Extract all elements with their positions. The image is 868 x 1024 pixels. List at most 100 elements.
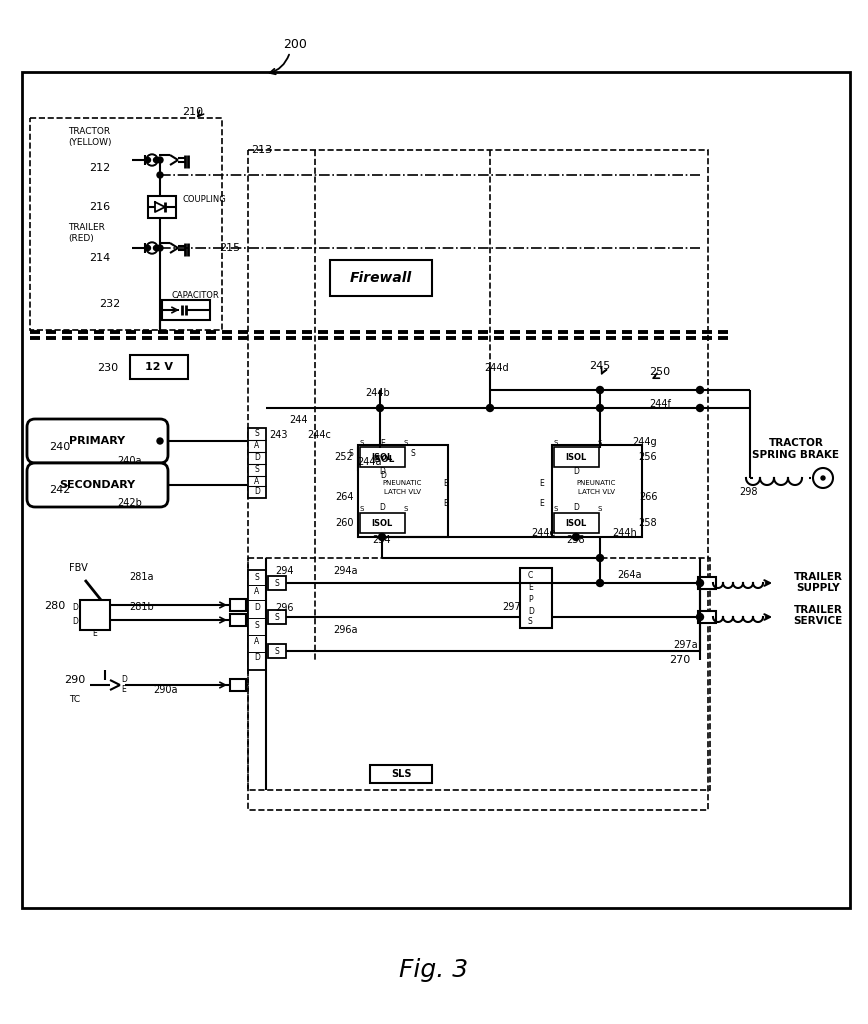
Text: 240: 240 [49, 442, 70, 452]
Text: S: S [554, 440, 558, 446]
Text: LATCH VLV: LATCH VLV [384, 489, 420, 495]
Text: 244b: 244b [365, 388, 391, 398]
Bar [248, 150, 708, 810]
Bar [162, 300, 210, 319]
Circle shape [573, 534, 580, 541]
Circle shape [148, 156, 156, 164]
Text: 244e: 244e [530, 528, 556, 538]
Text: (RED): (RED) [68, 233, 94, 243]
Text: LATCH VLV: LATCH VLV [577, 489, 615, 495]
Bar [248, 558, 710, 790]
Bar [554, 447, 599, 467]
Text: 244: 244 [289, 415, 307, 425]
Bar [248, 428, 266, 498]
Text: S: S [598, 440, 602, 446]
Text: ISOL: ISOL [372, 453, 392, 462]
Circle shape [696, 386, 703, 393]
Text: E: E [381, 438, 385, 447]
Text: D: D [254, 653, 260, 663]
Text: D: D [254, 487, 260, 497]
Text: D: D [121, 676, 127, 684]
Text: S: S [274, 579, 279, 588]
Text: 232: 232 [99, 299, 121, 309]
Text: S: S [254, 466, 260, 474]
Text: S: S [360, 506, 365, 512]
Circle shape [154, 158, 159, 163]
Text: 290a: 290a [153, 685, 177, 695]
Text: D: D [573, 504, 579, 512]
Text: 200: 200 [283, 39, 307, 51]
Text: ISOL: ISOL [565, 518, 587, 527]
Text: 254: 254 [372, 535, 391, 545]
Bar [370, 765, 432, 783]
Text: 281a: 281a [129, 572, 155, 582]
Text: 250: 250 [649, 367, 671, 377]
Text: 294: 294 [275, 566, 293, 575]
Text: S: S [254, 429, 260, 438]
Circle shape [146, 158, 150, 163]
Text: 240a: 240a [118, 456, 142, 466]
Text: 215: 215 [220, 243, 240, 253]
Text: 214: 214 [89, 253, 110, 263]
Text: S: S [254, 572, 260, 582]
Text: TRAILER: TRAILER [793, 572, 843, 582]
Bar [520, 568, 552, 628]
Text: 294a: 294a [332, 566, 358, 575]
Text: 216: 216 [89, 202, 110, 212]
Text: D: D [528, 606, 534, 615]
Text: 296: 296 [275, 603, 293, 613]
Circle shape [146, 242, 158, 254]
Text: S: S [598, 506, 602, 512]
Text: E: E [528, 583, 533, 592]
Bar [358, 449, 408, 470]
Text: 230: 230 [97, 362, 119, 373]
Text: E: E [444, 478, 449, 487]
Circle shape [486, 404, 494, 412]
Circle shape [596, 386, 603, 393]
Text: COUPLING: COUPLING [182, 196, 226, 205]
FancyBboxPatch shape [27, 463, 168, 507]
Text: FBV: FBV [69, 563, 88, 573]
Text: P: P [528, 595, 533, 603]
Text: 256: 256 [639, 452, 657, 462]
Bar [698, 577, 716, 589]
Bar [360, 513, 405, 534]
Text: A: A [254, 637, 260, 645]
Text: A: A [254, 476, 260, 485]
Text: 244f: 244f [649, 399, 671, 409]
Text: D: D [379, 504, 385, 512]
Text: ISOL: ISOL [565, 453, 587, 462]
Text: SERVICE: SERVICE [793, 616, 843, 626]
Text: 245: 245 [589, 361, 610, 371]
Bar [230, 679, 246, 691]
Text: 210: 210 [182, 106, 204, 117]
Text: E: E [540, 499, 544, 508]
Text: SPRING BRAKE: SPRING BRAKE [753, 450, 839, 460]
Text: ISOL: ISOL [372, 518, 392, 527]
Text: S: S [274, 612, 279, 622]
Text: 212: 212 [89, 163, 110, 173]
Circle shape [821, 476, 825, 480]
Text: S: S [404, 506, 408, 512]
Circle shape [146, 246, 150, 251]
Circle shape [157, 157, 163, 163]
Text: 266: 266 [639, 492, 657, 502]
Text: TRAILER: TRAILER [68, 222, 105, 231]
Bar [358, 445, 448, 537]
Polygon shape [155, 202, 165, 212]
Circle shape [696, 613, 703, 621]
Circle shape [146, 154, 158, 166]
Text: 296a: 296a [332, 625, 358, 635]
Text: (YELLOW): (YELLOW) [68, 138, 111, 147]
Circle shape [596, 555, 603, 561]
Circle shape [377, 404, 384, 412]
Text: E: E [444, 499, 449, 508]
Bar [698, 611, 716, 623]
Text: Fig. 3: Fig. 3 [399, 958, 469, 982]
Bar [22, 72, 850, 908]
Text: D: D [380, 470, 386, 479]
Text: E: E [540, 478, 544, 487]
Text: S: S [554, 506, 558, 512]
Circle shape [148, 244, 156, 252]
Text: Firewall: Firewall [350, 271, 412, 285]
